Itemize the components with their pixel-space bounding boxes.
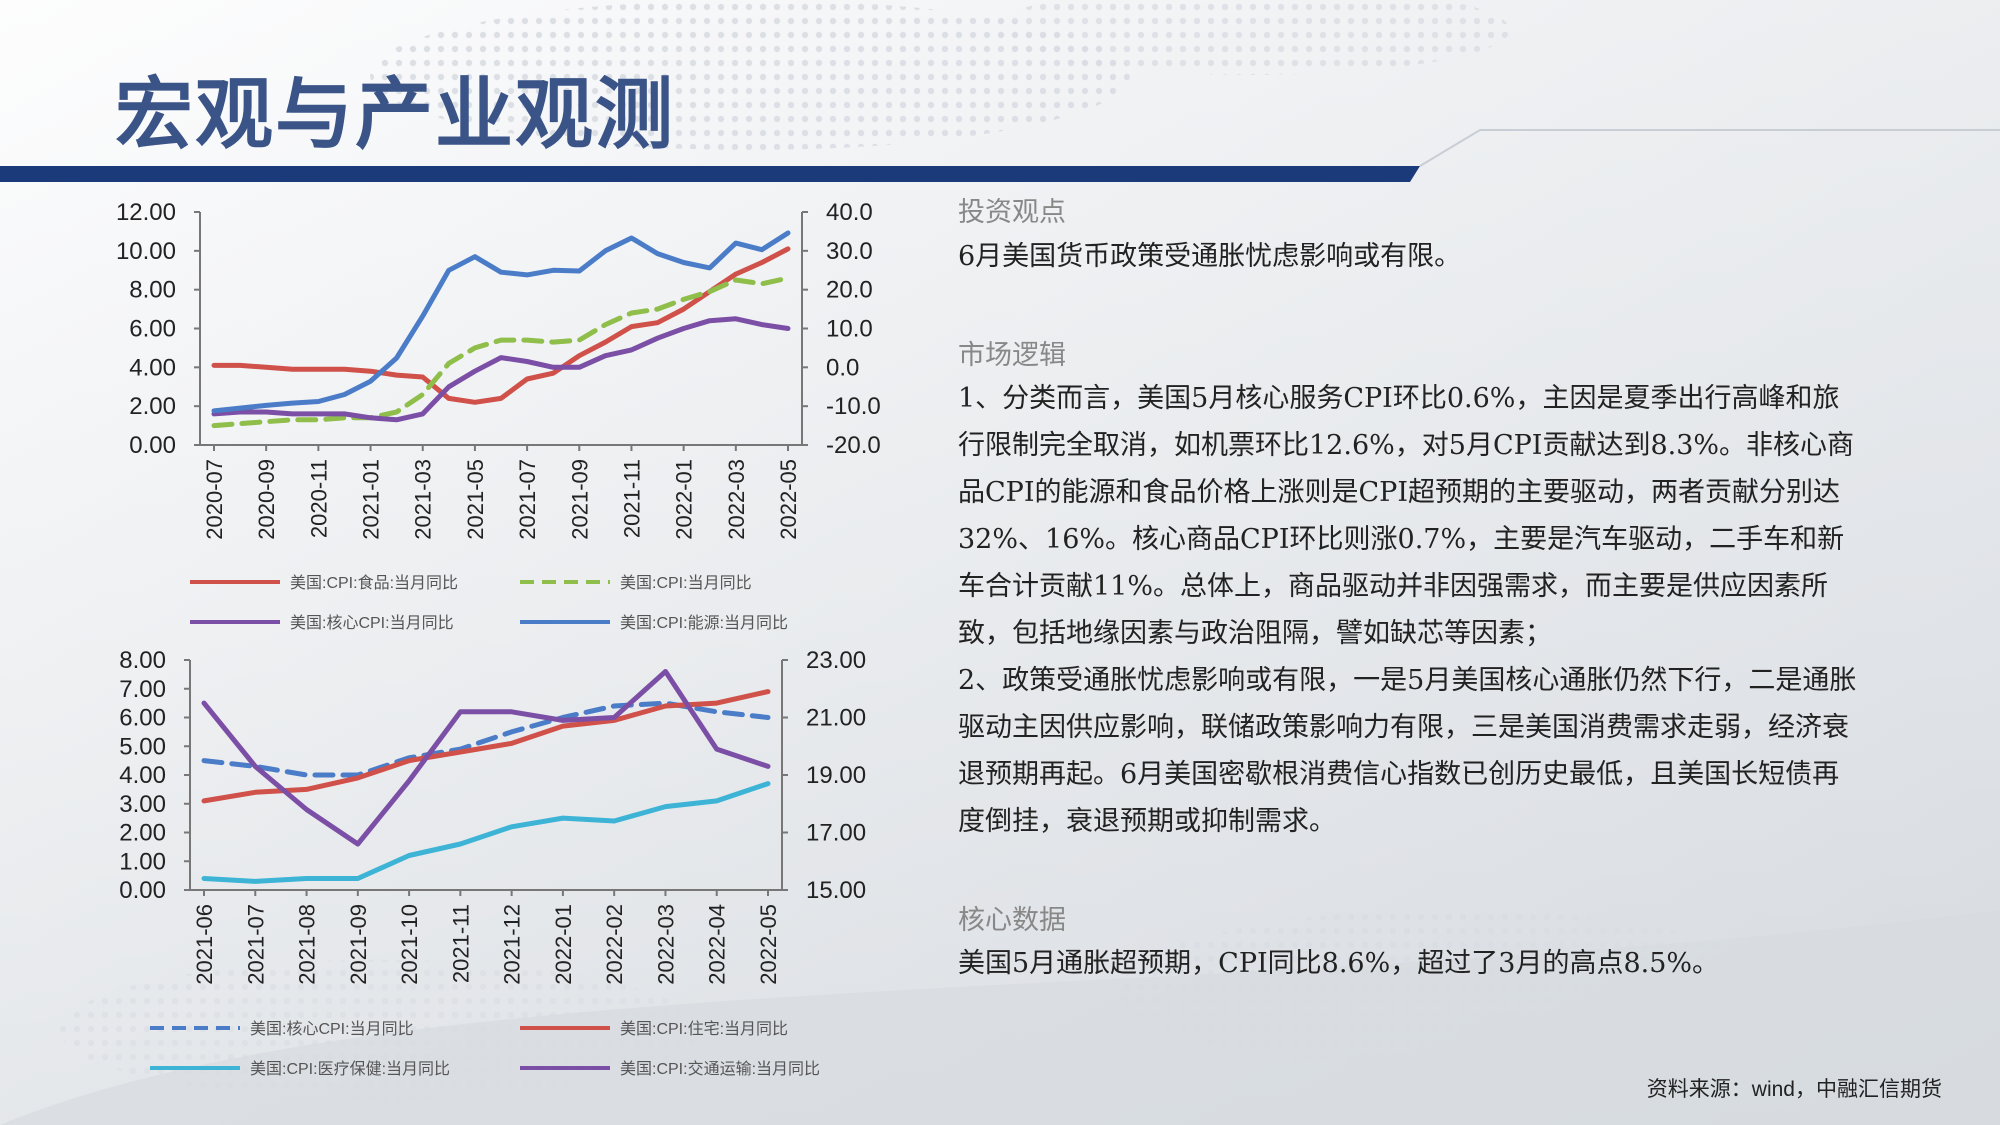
x-tick-label: 2022-01 — [551, 904, 576, 985]
x-tick-label: 2021-08 — [295, 904, 320, 985]
section-heading-investment-view: 投资观点 — [958, 197, 1066, 228]
series-line-0 — [211, 246, 791, 405]
x-tick-label: 2021-09 — [346, 904, 371, 985]
series-line-3 — [211, 230, 791, 414]
left-tick-label: 8.00 — [129, 277, 176, 304]
right-tick-label: 17.00 — [806, 820, 866, 847]
left-tick-label: 4.00 — [129, 354, 176, 381]
right-tick-label: 10.0 — [826, 316, 873, 343]
x-tick-label: 2022-03 — [653, 904, 678, 985]
x-tick-label: 2021-06 — [192, 904, 217, 985]
legend-label-3: 美国:CPI:交通运输:当月同比 — [620, 1060, 820, 1078]
right-tick-label: 30.0 — [826, 238, 873, 265]
data-source-note: 资料来源：wind，中融汇信期货 — [1646, 1078, 1942, 1101]
legend-label-3: 美国:CPI:能源:当月同比 — [620, 614, 788, 632]
section-heading-core-data: 核心数据 — [958, 905, 1066, 936]
energy-food-cpi-chart: 0.00 2.00 4.00 6.00 8.00 10.00 12.00 -20.0 -10.0… — [116, 199, 881, 632]
series-line-2 — [211, 316, 791, 423]
left-tick-label: 10.00 — [116, 238, 176, 265]
legend-label-1: 美国:CPI:住宅:当月同比 — [620, 1020, 788, 1038]
left-tick-label: 5.00 — [119, 733, 166, 760]
x-tick-label: 2021-10 — [397, 904, 422, 985]
left-tick-label: 6.00 — [129, 316, 176, 343]
left-tick-label: 2.00 — [119, 820, 166, 847]
series-line-1 — [201, 689, 771, 804]
x-tick-label: 2021-09 — [567, 459, 592, 540]
right-tick-label: 0.0 — [826, 354, 859, 381]
legend-label-0: 美国:CPI:食品:当月同比 — [290, 574, 458, 592]
right-tick-label: 15.00 — [806, 877, 866, 904]
left-tick-label: 4.00 — [119, 762, 166, 789]
page-title: 宏观与产业观测 — [115, 69, 676, 160]
x-tick-label: 2021-07 — [243, 904, 268, 985]
x-tick-label: 2022-05 — [776, 459, 801, 540]
right-tick-label: 21.00 — [806, 705, 866, 732]
investment-view-text: 6月美国货币政策受通胀忧虑影响或有限。 — [958, 241, 1462, 272]
left-tick-label: 3.00 — [119, 791, 166, 818]
x-tick-label: 2021-11 — [448, 904, 473, 983]
legend-label-2: 美国:核心CPI:当月同比 — [290, 614, 454, 632]
right-tick-label: 19.00 — [806, 762, 866, 789]
right-tick-label: 23.00 — [806, 647, 866, 674]
series-line-2 — [201, 781, 771, 884]
left-tick-label: 0.00 — [119, 877, 166, 904]
x-tick-label: 2020-07 — [202, 459, 227, 540]
series-line-1 — [211, 275, 791, 429]
x-tick-label: 2022-01 — [672, 459, 697, 540]
legend-label-2: 美国:CPI:医疗保健:当月同比 — [250, 1060, 450, 1078]
market-logic-paragraph-1: 1、分类而言，美国5月核心服务CPI环比0.6%，主因是夏季出行高峰和旅行限制完… — [958, 383, 1855, 649]
x-tick-label: 2021-12 — [500, 904, 525, 985]
x-tick-label: 2021-07 — [515, 459, 540, 540]
x-tick-label: 2021-11 — [619, 459, 644, 538]
x-tick-label: 2020-09 — [254, 459, 279, 540]
x-tick-label: 2021-01 — [359, 459, 384, 540]
left-tick-label: 12.00 — [116, 199, 176, 226]
left-tick-label: 1.00 — [119, 848, 166, 875]
x-tick-label: 2022-02 — [602, 904, 627, 985]
legend-label-1: 美国:CPI:当月同比 — [620, 574, 752, 592]
left-tick-label: 8.00 — [119, 647, 166, 674]
x-tick-label: 2022-03 — [724, 459, 749, 540]
header-band — [0, 129, 2000, 182]
section-heading-market-logic: 市场逻辑 — [958, 340, 1066, 371]
x-tick-label: 2021-05 — [463, 459, 488, 540]
right-tick-label: -20.0 — [826, 432, 881, 459]
legend-label-0: 美国:核心CPI:当月同比 — [250, 1020, 414, 1038]
series-line-3 — [201, 669, 771, 847]
left-tick-label: 0.00 — [129, 432, 176, 459]
right-tick-label: -10.0 — [826, 393, 881, 420]
core-data-text: 美国5月通胀超预期，CPI同比8.6%，超过了3月的高点8.5%。 — [958, 948, 1720, 979]
left-tick-label: 6.00 — [119, 705, 166, 732]
x-tick-label: 2021-03 — [411, 459, 436, 540]
right-tick-label: 20.0 — [826, 277, 873, 304]
x-tick-label: 2022-05 — [756, 904, 781, 985]
x-tick-label: 2022-04 — [705, 904, 730, 985]
right-tick-label: 40.0 — [826, 199, 873, 226]
left-tick-label: 7.00 — [119, 676, 166, 703]
market-logic-paragraph-2: 2、政策受通胀忧虑影响或有限，一是5月美国核心通胀仍然下行，二是通胀驱动主因供应… — [958, 665, 1857, 837]
left-tick-label: 2.00 — [129, 393, 176, 420]
core-housing-medical-transport-cpi-chart: 0.001.002.003.004.005.006.007.008.00 15.0… — [119, 647, 866, 1078]
x-tick-label: 2020-11 — [306, 459, 331, 538]
